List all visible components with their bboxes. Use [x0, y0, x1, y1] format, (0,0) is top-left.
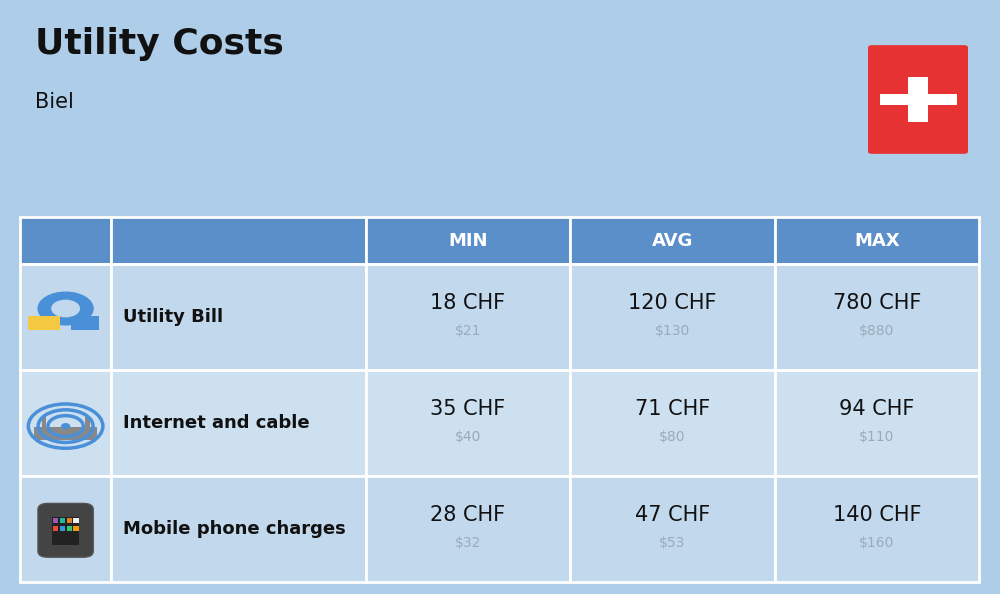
- Bar: [366, 264, 570, 370]
- Bar: [366, 370, 570, 476]
- Text: $880: $880: [859, 324, 894, 338]
- Bar: [366, 476, 570, 582]
- Bar: [67, 526, 72, 531]
- Text: 780 CHF: 780 CHF: [833, 293, 921, 314]
- Text: 35 CHF: 35 CHF: [430, 399, 505, 419]
- Text: $53: $53: [659, 536, 686, 550]
- Bar: [60, 518, 65, 523]
- Bar: [775, 370, 979, 476]
- Text: AVG: AVG: [652, 232, 693, 249]
- Bar: [67, 518, 72, 523]
- Text: MAX: MAX: [854, 232, 900, 249]
- Text: MIN: MIN: [448, 232, 488, 249]
- Bar: [53, 526, 58, 531]
- Bar: [73, 518, 79, 523]
- Bar: [34, 426, 97, 440]
- Text: $130: $130: [655, 324, 690, 338]
- Bar: [42, 418, 46, 440]
- FancyBboxPatch shape: [868, 45, 968, 154]
- Text: 47 CHF: 47 CHF: [635, 505, 710, 525]
- Bar: [20, 476, 111, 582]
- Text: Internet and cable: Internet and cable: [123, 414, 310, 432]
- Text: $32: $32: [455, 536, 481, 550]
- Bar: [52, 517, 79, 545]
- Bar: [53, 518, 58, 523]
- Bar: [71, 315, 99, 330]
- Bar: [880, 94, 957, 105]
- Text: $160: $160: [859, 536, 894, 550]
- Text: $80: $80: [659, 430, 686, 444]
- Bar: [366, 217, 570, 264]
- Bar: [775, 476, 979, 582]
- Bar: [20, 370, 111, 476]
- Text: Biel: Biel: [35, 92, 74, 112]
- Bar: [570, 476, 775, 582]
- Text: Mobile phone charges: Mobile phone charges: [123, 520, 346, 538]
- Text: Utility Bill: Utility Bill: [123, 308, 223, 326]
- Bar: [20, 217, 111, 264]
- FancyBboxPatch shape: [38, 503, 93, 557]
- Bar: [111, 370, 366, 476]
- Bar: [570, 217, 775, 264]
- Bar: [570, 370, 775, 476]
- Bar: [85, 418, 90, 440]
- Text: $110: $110: [859, 430, 894, 444]
- Bar: [570, 264, 775, 370]
- Text: Utility Costs: Utility Costs: [35, 27, 284, 61]
- Text: $40: $40: [455, 430, 481, 444]
- Bar: [111, 476, 366, 582]
- Bar: [908, 77, 928, 122]
- Bar: [60, 526, 65, 531]
- Text: $21: $21: [455, 324, 481, 338]
- Bar: [775, 264, 979, 370]
- Bar: [73, 526, 79, 531]
- Text: 18 CHF: 18 CHF: [430, 293, 505, 314]
- Text: 140 CHF: 140 CHF: [833, 505, 921, 525]
- Text: 94 CHF: 94 CHF: [839, 399, 914, 419]
- Text: 120 CHF: 120 CHF: [628, 293, 717, 314]
- Circle shape: [52, 301, 79, 317]
- Bar: [20, 264, 111, 370]
- Bar: [111, 217, 366, 264]
- Bar: [111, 264, 366, 370]
- Bar: [775, 217, 979, 264]
- Bar: [28, 315, 60, 330]
- Text: 28 CHF: 28 CHF: [430, 505, 505, 525]
- Circle shape: [62, 424, 70, 428]
- Circle shape: [38, 292, 93, 325]
- Text: 71 CHF: 71 CHF: [635, 399, 710, 419]
